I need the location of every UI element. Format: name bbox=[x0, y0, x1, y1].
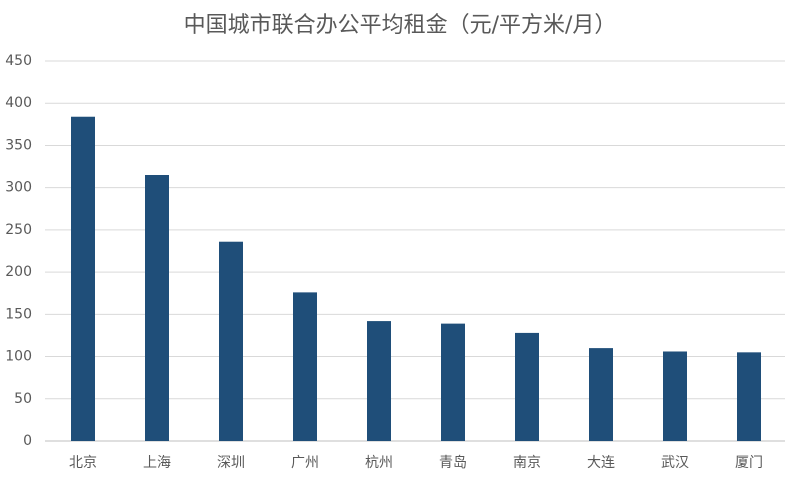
bar bbox=[515, 332, 539, 441]
bar bbox=[663, 351, 687, 441]
x-tick-label: 南京 bbox=[513, 455, 541, 471]
x-tick-label: 上海 bbox=[143, 455, 171, 471]
y-tick-label: 300 bbox=[5, 180, 32, 196]
x-tick-label: 武汉 bbox=[661, 455, 689, 471]
x-tick-label: 厦门 bbox=[735, 455, 763, 471]
bar bbox=[219, 241, 243, 441]
x-tick-label: 大连 bbox=[587, 455, 615, 471]
bar bbox=[589, 348, 613, 441]
y-tick-label: 250 bbox=[5, 222, 32, 238]
chart-title: 中国城市联合办公平均租金（元/平方米/月） bbox=[184, 13, 617, 38]
y-tick-label: 0 bbox=[23, 433, 32, 449]
y-tick-label: 50 bbox=[14, 391, 32, 407]
x-tick-label: 北京 bbox=[69, 455, 97, 471]
y-tick-label: 450 bbox=[5, 53, 32, 69]
bar bbox=[441, 323, 465, 441]
x-tick-label: 杭州 bbox=[365, 455, 393, 471]
x-tick-label: 深圳 bbox=[217, 455, 245, 471]
bar bbox=[71, 116, 95, 441]
y-tick-label: 100 bbox=[5, 349, 32, 365]
y-tick-label: 150 bbox=[5, 306, 32, 322]
x-tick-label: 广州 bbox=[291, 455, 319, 471]
y-tick-label: 200 bbox=[5, 264, 32, 280]
bar bbox=[737, 352, 761, 441]
y-tick-label: 350 bbox=[5, 137, 32, 153]
bar bbox=[367, 321, 391, 441]
bar bbox=[145, 175, 169, 441]
y-tick-label: 400 bbox=[5, 95, 32, 111]
bar bbox=[293, 292, 317, 441]
x-tick-label: 青岛 bbox=[439, 455, 467, 471]
